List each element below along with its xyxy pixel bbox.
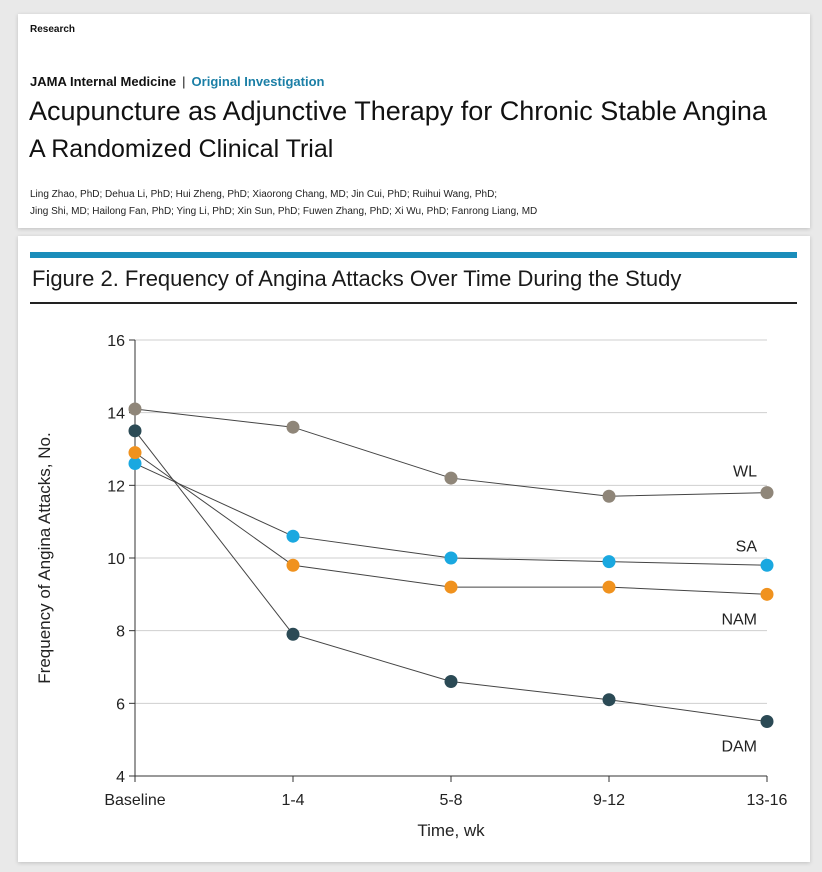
data-point-wl <box>760 486 774 500</box>
y-tick-label: 4 <box>116 769 125 786</box>
data-point-nam <box>760 587 774 601</box>
x-tick-label: 1-4 <box>281 792 304 809</box>
data-point-sa <box>286 529 300 543</box>
data-point-sa <box>602 555 616 569</box>
article-type: Original Investigation <box>191 74 325 89</box>
article-header: Research JAMA Internal Medicine | Original… <box>18 14 810 228</box>
journal-line: JAMA Internal Medicine | Original Investig… <box>30 74 324 89</box>
journal-separator: | <box>182 74 186 89</box>
x-tick-label: Baseline <box>104 792 165 809</box>
series-label-nam: NAM <box>721 611 757 628</box>
data-point-wl <box>444 471 458 485</box>
data-point-dam <box>760 715 774 728</box>
series-label-dam: DAM <box>721 739 757 756</box>
data-point-sa <box>128 457 142 471</box>
journal-name: JAMA Internal Medicine <box>30 74 177 89</box>
data-point-dam <box>602 693 616 707</box>
data-point-wl <box>128 402 142 416</box>
article-title: Acupuncture as Adjunctive Therapy for Ch… <box>29 96 767 126</box>
article-subtitle: A Randomized Clinical Trial <box>29 135 334 163</box>
y-tick-label: 10 <box>107 551 125 568</box>
section-label: Research <box>30 24 76 35</box>
x-tick-label: 9-12 <box>593 792 625 809</box>
data-point-nam <box>128 446 142 460</box>
figure-title: Figure 2. Frequency of Angina Attacks Ov… <box>32 266 682 291</box>
series-label-wl: WL <box>733 464 757 481</box>
data-point-dam <box>128 424 142 438</box>
figure-accent-bar <box>30 252 797 258</box>
y-tick-label: 6 <box>116 696 125 713</box>
x-axis-label: Time, wk <box>417 821 485 840</box>
authors-line-1: Ling Zhao, PhD; Dehua Li, PhD; Hui Zheng… <box>30 189 498 200</box>
author-list: Ling Zhao, PhD; Dehua Li, PhD; Hui Zheng… <box>30 186 537 220</box>
data-point-nam <box>286 558 300 572</box>
y-tick-label: 8 <box>116 624 125 641</box>
data-point-dam <box>286 627 300 641</box>
x-tick-label: 13-16 <box>747 792 788 809</box>
series-label-sa: SA <box>736 538 758 555</box>
x-tick-label: 5-8 <box>439 792 462 809</box>
data-point-nam <box>444 580 458 594</box>
y-tick-label: 12 <box>107 478 125 495</box>
y-tick-label: 16 <box>107 333 125 350</box>
line-chart: 4 6 8 10 12 14 16 Baseline 1-4 5-8 9-12 13-16 Time, … <box>35 333 788 840</box>
y-axis-label: Frequency of Angina Attacks, No. <box>35 432 54 683</box>
figure-panel: Figure 2. Frequency of Angina Attacks Ov… <box>18 236 810 862</box>
data-point-dam <box>444 675 458 689</box>
data-point-sa <box>760 558 774 572</box>
data-point-sa <box>444 551 458 565</box>
data-point-wl <box>286 420 300 434</box>
figure-title-rule <box>30 302 797 304</box>
y-tick-label: 14 <box>107 406 125 423</box>
authors-line-2: Jing Shi, MD; Hailong Fan, PhD; Ying Li,… <box>30 206 538 217</box>
data-point-wl <box>602 489 616 503</box>
data-point-nam <box>602 580 616 594</box>
